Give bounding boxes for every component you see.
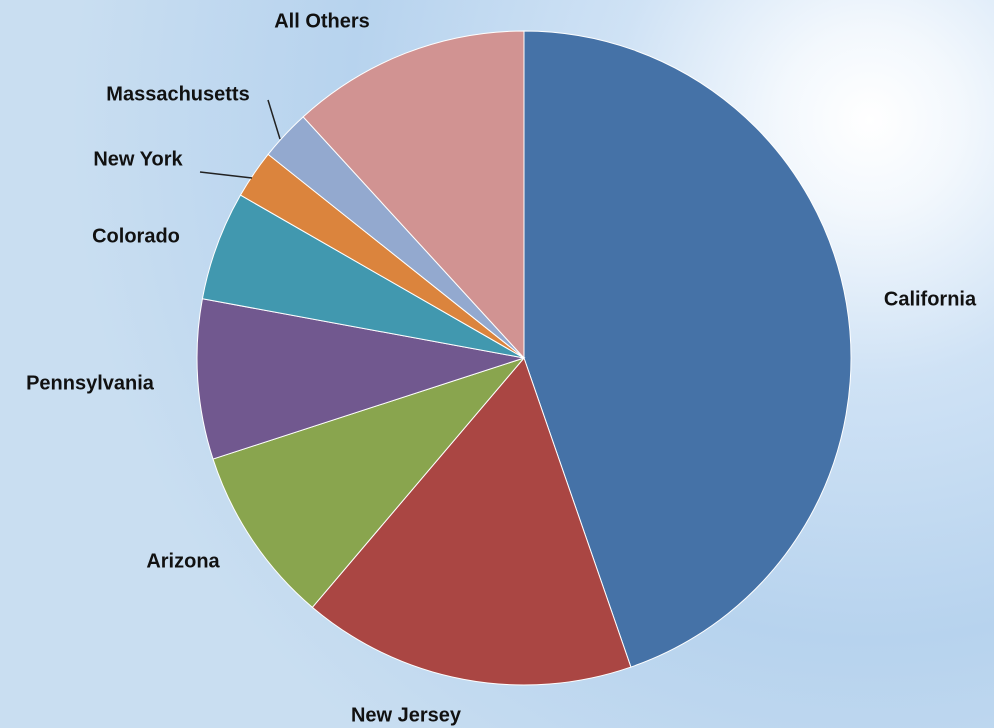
slice-label: Colorado	[92, 225, 180, 247]
slice-label: New York	[93, 148, 183, 170]
leader-line	[200, 172, 252, 178]
slice-label: New Jersey	[351, 704, 462, 726]
chart: California New Jersey Arizona Pennsylvania C…	[0, 0, 994, 728]
slice-label: Massachusetts	[106, 83, 249, 105]
slice-label: All Others	[274, 10, 370, 32]
leader-line	[268, 100, 280, 139]
slice-label: California	[884, 288, 977, 310]
slice-label: Pennsylvania	[26, 372, 155, 394]
slice-label: Arizona	[146, 550, 220, 572]
page: California New Jersey Arizona Pennsylvania C…	[0, 0, 994, 728]
